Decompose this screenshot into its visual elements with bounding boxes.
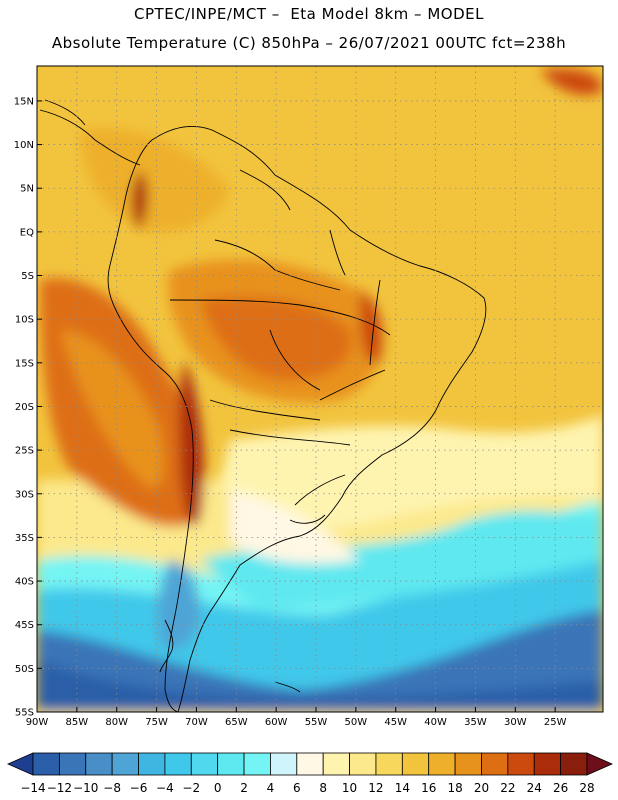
lat-label: 45S [15, 620, 34, 631]
colorbar-label: −4 [156, 781, 174, 795]
lat-label: 30S [15, 489, 34, 500]
colorbar [7, 752, 613, 776]
lon-label: 25W [544, 717, 567, 728]
colorbar-label: 0 [214, 781, 222, 795]
lon-label: 60W [265, 717, 288, 728]
lon-label: 65W [225, 717, 248, 728]
lat-label: 5N [20, 184, 34, 195]
colorbar-label: −8 [103, 781, 121, 795]
colorbar-label: 22 [500, 781, 515, 795]
lon-label: 85W [66, 717, 89, 728]
lon-label: 80W [105, 717, 128, 728]
lat-label: 55S [15, 708, 34, 719]
lat-lon-grid [36, 66, 603, 713]
colorbar-bin [481, 752, 509, 776]
colorbar-bin [85, 752, 113, 776]
lon-label: 40W [424, 717, 447, 728]
colorbar-bin [454, 752, 482, 776]
colorbar-label: −6 [130, 781, 148, 795]
colorbar-label: −14 [20, 781, 45, 795]
latitude-labels: 15N 10N 5N EQ 5S 10S 15S 20S 25S 30S 35S 40S 45S 50S 5… [14, 96, 34, 718]
lon-label: 30W [504, 717, 527, 728]
lon-label: 55W [305, 717, 328, 728]
colorbar-bin [217, 752, 245, 776]
colorbar-labels: −14 −12 −10 −8 −6 −4 −2 0 2 4 6 8 10 12 14 16 18 20 22 24 26… [20, 781, 594, 795]
colorbar-max-arrow [586, 752, 613, 776]
colorbar-label: 10 [342, 781, 357, 795]
colorbar-label: −10 [73, 781, 98, 795]
colorbar-bin [164, 752, 192, 776]
lat-label: 20S [15, 402, 34, 413]
lat-label: 15N [14, 96, 34, 107]
lat-label: 50S [15, 664, 34, 675]
colorbar-label: 14 [395, 781, 410, 795]
colorbar-bin [349, 752, 377, 776]
lat-label: 10N [14, 140, 34, 151]
colorbar-bin [138, 752, 166, 776]
colorbar-bin [270, 752, 298, 776]
colorbar-label: 28 [579, 781, 594, 795]
lat-label: 35S [15, 533, 34, 544]
colorbar-label: 18 [447, 781, 462, 795]
lon-label: 50W [345, 717, 368, 728]
colorbar-bin [507, 752, 535, 776]
lon-label: 90W [26, 717, 49, 728]
colorbar-min-arrow [7, 752, 34, 776]
colorbar-bin [243, 752, 271, 776]
colorbar-bin [533, 752, 562, 776]
colorbar-label: −2 [182, 781, 200, 795]
colorbar-bin [428, 752, 456, 776]
title-line-2: Absolute Temperature (C) 850hPa – 26/07/… [51, 34, 567, 52]
colorbar-bin [190, 752, 219, 776]
colorbar-label: 26 [553, 781, 568, 795]
lat-label: 40S [15, 577, 34, 588]
longitude-labels: 90W 85W 80W 75W 70W 65W 60W 55W 50W 45W 40W 35W 30W 2… [26, 717, 567, 728]
lon-label: 35W [464, 717, 487, 728]
colorbar-label: 12 [368, 781, 383, 795]
lat-label: 25S [15, 446, 34, 457]
lon-label: 70W [185, 717, 208, 728]
title-line-1: CPTEC/INPE/MCT – Eta Model 8km – MODEL [134, 5, 484, 23]
colorbar-label: 20 [474, 781, 489, 795]
colorbar-label: 6 [293, 781, 301, 795]
colorbar-bin [32, 752, 60, 776]
colorbar-label: 2 [240, 781, 248, 795]
lat-label: EQ [20, 227, 34, 238]
colorbar-bin [296, 752, 324, 776]
colorbar-bin [322, 752, 350, 776]
lon-label: 75W [145, 717, 168, 728]
temperature-field [37, 66, 603, 712]
colorbar-label: −12 [47, 781, 72, 795]
colorbar-label: 8 [319, 781, 327, 795]
lon-label: 45W [384, 717, 407, 728]
colorbar-bin [58, 752, 87, 776]
colorbar-bin [401, 752, 430, 776]
colorbar-label: 24 [527, 781, 542, 795]
lat-label: 10S [15, 315, 34, 326]
plot-frame [36, 65, 604, 713]
colorbar-label: 4 [267, 781, 275, 795]
lat-label: 5S [21, 271, 34, 282]
colorbar-label: 16 [421, 781, 436, 795]
colorbar-bin [560, 752, 588, 776]
lat-label: 15S [15, 358, 34, 369]
colorbar-bin [375, 752, 403, 776]
colorbar-bin [111, 752, 139, 776]
